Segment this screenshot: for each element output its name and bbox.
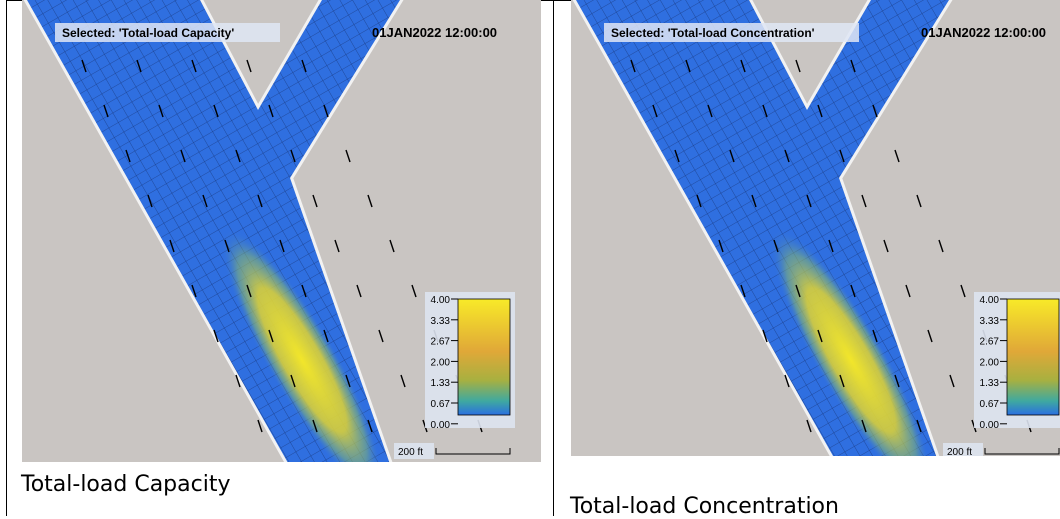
legend-tick-label: 0.00: [431, 420, 451, 431]
timestamp: 01JAN2022 12:00:00: [372, 25, 497, 40]
legend-tick-label: 1.33: [980, 378, 1000, 389]
legend-tick-label: 2.00: [980, 357, 1000, 368]
legend-tick-label: 4.00: [980, 295, 1000, 306]
legend-bar: [458, 299, 510, 415]
legend-tick-label: 0.67: [980, 399, 1000, 410]
legend-tick-label: 0.67: [431, 399, 451, 410]
figure: Selected: 'Total-load Capacity' 01JAN2022…: [0, 0, 1060, 516]
caption: Total-load Capacity: [21, 472, 230, 497]
legend-tick-label: 4.00: [431, 295, 451, 306]
legend-tick-label: 2.00: [431, 357, 451, 368]
viewport: Selected: 'Total-load Capacity' 01JAN2022…: [22, 0, 541, 507]
legend-tick-label: 3.33: [431, 316, 451, 327]
caption: Total-load Concentration: [570, 494, 839, 519]
map-view: Selected: 'Total-load Capacity' 01JAN2022…: [22, 0, 541, 507]
selected-label: Selected: 'Total-load Capacity': [62, 26, 234, 40]
maps: Selected: 'Total-load Capacity' 01JAN2022…: [0, 0, 1060, 516]
legend-tick-label: 2.67: [980, 337, 1000, 348]
scale-label: 200 ft: [398, 447, 423, 458]
map-view: Selected: 'Total-load Concentration' 01JA…: [571, 0, 1060, 507]
legend-bar: [1007, 299, 1059, 415]
scale-label: 200 ft: [947, 447, 972, 458]
legend-tick-label: 0.00: [980, 420, 1000, 431]
legend-tick-label: 1.33: [431, 378, 451, 389]
viewport: Selected: 'Total-load Concentration' 01JA…: [571, 0, 1060, 507]
legend-tick-label: 2.67: [431, 337, 451, 348]
legend-tick-label: 3.33: [980, 316, 1000, 327]
selected-label: Selected: 'Total-load Concentration': [611, 26, 815, 40]
timestamp: 01JAN2022 12:00:00: [921, 25, 1046, 40]
